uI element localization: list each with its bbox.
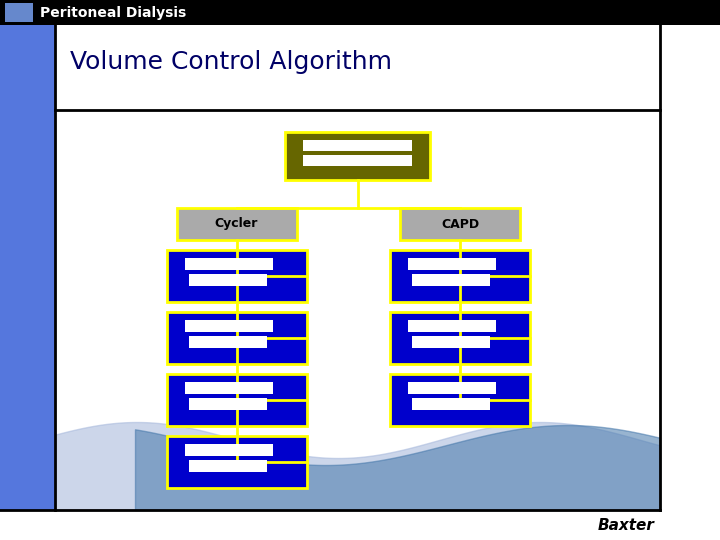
Bar bbox=[408, 382, 496, 394]
Text: Peritoneal Dialysis: Peritoneal Dialysis bbox=[40, 5, 186, 19]
Bar bbox=[184, 320, 272, 332]
Bar bbox=[176, 208, 297, 240]
Text: CAPD: CAPD bbox=[441, 218, 480, 231]
Bar bbox=[184, 258, 272, 270]
Bar bbox=[166, 436, 307, 488]
Bar bbox=[303, 140, 412, 151]
Bar bbox=[0, 0, 720, 25]
Bar bbox=[390, 374, 531, 426]
Bar bbox=[184, 444, 272, 456]
Bar bbox=[189, 274, 266, 286]
Bar bbox=[390, 312, 531, 364]
Bar bbox=[285, 132, 430, 180]
Bar bbox=[189, 398, 266, 410]
Bar bbox=[5, 3, 33, 22]
Bar bbox=[189, 460, 266, 472]
Bar bbox=[55, 25, 660, 110]
Bar bbox=[413, 398, 490, 410]
Bar bbox=[0, 25, 55, 510]
Bar bbox=[390, 250, 531, 302]
Bar bbox=[184, 382, 272, 394]
Bar bbox=[400, 208, 521, 240]
Bar bbox=[413, 336, 490, 348]
Bar bbox=[408, 258, 496, 270]
Text: Baxter: Baxter bbox=[598, 517, 655, 532]
Bar bbox=[303, 155, 412, 166]
Bar bbox=[166, 312, 307, 364]
Bar bbox=[408, 320, 496, 332]
Bar bbox=[166, 250, 307, 302]
Bar bbox=[413, 274, 490, 286]
Text: Volume Control Algorithm: Volume Control Algorithm bbox=[70, 51, 392, 75]
Bar bbox=[189, 336, 266, 348]
Text: Cycler: Cycler bbox=[215, 218, 258, 231]
Bar bbox=[55, 110, 660, 510]
Bar bbox=[166, 374, 307, 426]
